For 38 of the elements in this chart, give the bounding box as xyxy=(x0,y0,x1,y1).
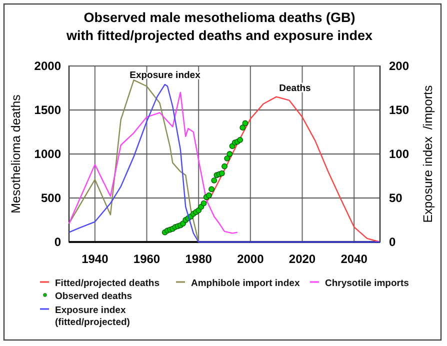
y2-tick-label: 0 xyxy=(389,235,396,249)
y2-tick-label: 200 xyxy=(389,59,410,73)
point xyxy=(211,177,218,184)
y2-tick-label: 150 xyxy=(389,103,410,117)
x-tick-label: 2040 xyxy=(340,252,368,266)
y-tick-label: 1500 xyxy=(34,103,62,117)
y2-axis-title: Exposure index /imports xyxy=(421,85,435,223)
point xyxy=(240,124,246,131)
x-tick-label: 1980 xyxy=(185,252,212,266)
y2-tick-label: 100 xyxy=(389,147,410,161)
y-tick-label: 0 xyxy=(54,235,62,249)
x-tick-label: 1960 xyxy=(133,252,160,266)
point xyxy=(224,155,230,162)
legend-label: Chrysotile imports xyxy=(325,278,409,289)
y-tick-label: 1000 xyxy=(34,147,62,161)
point xyxy=(208,186,214,192)
line-series xyxy=(68,79,200,243)
point xyxy=(200,200,207,206)
y-tick-label: 500 xyxy=(40,191,62,205)
y-axis-title: Mesothelioma deaths xyxy=(9,94,23,214)
x-tick-label: 2000 xyxy=(237,252,264,266)
point xyxy=(242,120,248,126)
x-tick-label: 2020 xyxy=(288,252,316,266)
chart-title: Observed male mesothelioma deaths (GB) with fitted/projected deaths and exposure index xyxy=(65,10,374,43)
point xyxy=(222,163,228,170)
point xyxy=(206,192,212,198)
legend-label: Exposure index (fitted/projected) xyxy=(55,305,130,328)
legend-label: Observed deaths xyxy=(55,291,132,302)
point xyxy=(218,170,225,176)
point xyxy=(226,151,233,157)
x-tick-label: 1940 xyxy=(82,252,109,266)
line-series xyxy=(68,84,381,243)
legend-label: Amphibole import index xyxy=(191,278,300,289)
y2-tick-label: 50 xyxy=(389,191,403,205)
legend-label: Fitted/projected deaths xyxy=(55,278,160,289)
y-tick-label: 2000 xyxy=(34,59,62,73)
point xyxy=(237,136,243,143)
line-series xyxy=(68,92,238,234)
